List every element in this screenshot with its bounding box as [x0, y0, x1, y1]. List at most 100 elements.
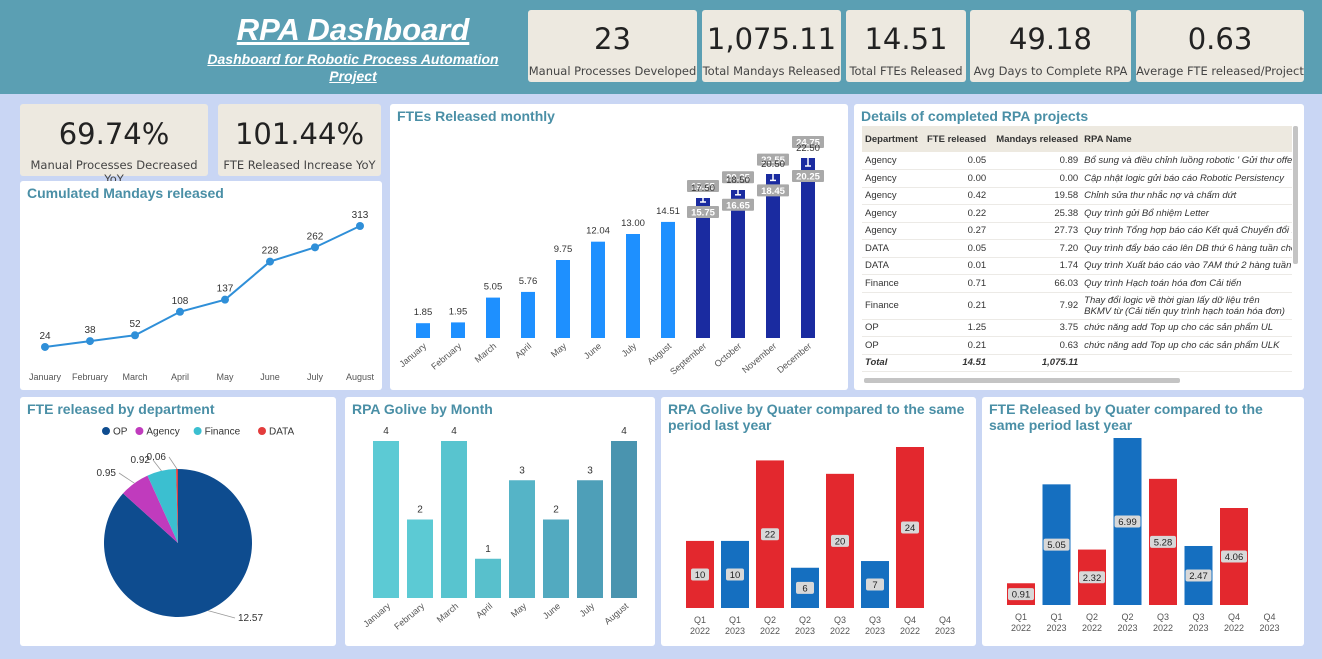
kpi-label: Avg Days to Complete RPA	[973, 64, 1128, 78]
data-label: 4	[383, 426, 389, 437]
table-cell: 0.63	[989, 336, 1082, 355]
table-row[interactable]: Agency 0.05 0.89 Bổ sung và điều chỉnh luồn…	[862, 152, 1292, 170]
forecast-bar	[766, 174, 780, 338]
table-cell: 0.05	[924, 239, 990, 258]
bar	[451, 322, 465, 338]
kpi-value: 23	[594, 22, 631, 56]
table-row[interactable]: Agency 0.22 25.38 Quy trình gửi Bổ nhiệm Le…	[862, 204, 1292, 223]
table-cell: 7.20	[989, 239, 1082, 258]
x-tick-label: January	[361, 601, 392, 630]
data-label: 13.00	[621, 218, 645, 229]
label-box	[1150, 535, 1176, 548]
x-tick-label: 2023	[725, 626, 745, 636]
total-cell: 1,075.11	[989, 353, 1082, 372]
x-tick-label: August	[346, 372, 375, 382]
label-box	[687, 180, 719, 192]
table-cell: DATA	[862, 257, 924, 275]
high-label: 24.75	[796, 138, 820, 149]
data-label: 6	[802, 583, 807, 594]
x-tick-label: July	[620, 341, 639, 359]
label-box	[792, 170, 824, 182]
table-cell: OP	[862, 319, 924, 337]
table-cell: DATA	[862, 239, 924, 258]
data-label: 262	[307, 231, 324, 242]
table-row[interactable]: OP 1.25 3.75 chức năng add Top up cho các s…	[862, 319, 1292, 337]
x-tick-label: February	[392, 601, 426, 632]
low-label: 18.45	[761, 186, 785, 197]
table-cell: chức năng add Top up cho các sản phẩm UL	[1081, 319, 1292, 337]
bar	[475, 558, 501, 598]
low-label: 16.65	[726, 200, 750, 211]
x-tick-label: 2023	[1259, 623, 1279, 633]
bar	[509, 480, 535, 598]
data-label: 24	[905, 523, 916, 534]
data-label: 17.50	[691, 183, 715, 194]
table-cell: OP	[862, 336, 924, 355]
panel-title: Cumulated Mandays released	[27, 185, 224, 201]
data-label: 5.76	[519, 276, 538, 287]
kpi-total-ftes: 14.51 Total FTEs Released	[846, 10, 966, 82]
table-cell: Quy trình Xuất báo cáo vào 7AM thứ 2 hàn…	[1081, 257, 1292, 275]
kpi-label: Average FTE released/Project	[1136, 64, 1304, 78]
slice-label: 0.06	[147, 452, 167, 463]
table-row[interactable]: Agency 0.00 0.00 Cập nhật logic gửi báo cáo…	[862, 169, 1292, 188]
data-point	[86, 337, 94, 346]
data-label: 18.50	[726, 175, 750, 186]
table-cell: Finance	[862, 274, 924, 293]
x-tick-label: July	[307, 372, 324, 382]
data-label: 6.99	[1118, 517, 1137, 528]
table-cell: Quy trình Tổng hợp báo cáo Kết quả Chuyể…	[1081, 222, 1292, 240]
table-body: Agency 0.05 0.89 Bổ sung và điều chỉnh luồn…	[862, 152, 1292, 372]
dashboard-subtitle: Dashboard for Robotic Process Automation…	[207, 51, 499, 84]
table-cell: 0.42	[924, 187, 990, 205]
x-tick-label: October	[712, 341, 743, 369]
table-row[interactable]: DATA 0.05 7.20 Quy trình đẩy báo cáo lên DB…	[862, 239, 1292, 258]
data-label: 5.28	[1154, 537, 1173, 548]
x-tick-label: 2023	[1117, 623, 1137, 633]
table-row[interactable]: DATA 0.01 1.74 Quy trình Xuất báo cáo vào 7…	[862, 257, 1292, 275]
x-tick-label: Q4	[1263, 612, 1275, 622]
data-label: 2	[417, 505, 423, 516]
vertical-scrollbar[interactable]	[1293, 126, 1298, 264]
data-point	[311, 243, 319, 252]
x-tick-label: August	[602, 601, 630, 627]
legend-marker	[258, 427, 266, 435]
x-tick-label: July	[578, 601, 597, 619]
horizontal-scrollbar[interactable]	[864, 378, 1180, 383]
table-cell: 1.74	[989, 257, 1082, 275]
x-tick-label: 2022	[690, 626, 710, 636]
table-row[interactable]: OP 0.21 0.63 chức năng add Top up cho các s…	[862, 336, 1292, 355]
fte-monthly-chart: January February March April May June July Augu…	[397, 136, 824, 377]
data-label: 1	[485, 544, 491, 555]
bar	[543, 519, 569, 598]
kpi-value: 1,075.11	[706, 22, 837, 56]
data-label: 1.85	[414, 307, 433, 318]
table-cell: 19.58	[989, 187, 1082, 205]
fte-quarter-panel: FTE Released by Quater compared to the s…	[982, 397, 1304, 646]
column-header[interactable]: RPA Name	[1081, 126, 1292, 152]
column-header[interactable]: FTE released	[924, 126, 990, 152]
x-tick-label: Q2	[764, 615, 776, 625]
column-header[interactable]: Mandays released	[989, 126, 1082, 152]
column-header[interactable]: Department	[862, 126, 924, 152]
label-box	[1221, 550, 1247, 563]
x-tick-label: May	[509, 601, 529, 620]
data-point	[131, 331, 139, 340]
label-box	[866, 578, 884, 591]
x-tick-label: June	[541, 601, 562, 621]
label-box	[831, 534, 849, 547]
label-box	[757, 153, 789, 166]
bar	[407, 519, 433, 598]
data-label: 2.47	[1189, 571, 1208, 582]
table-cell: 66.03	[989, 274, 1082, 293]
table-row[interactable]: Finance 0.21 7.92 Thay đổi logic về thời gi…	[862, 292, 1292, 320]
fte-quarter-chart: 0.91Q120225.05Q120232.32Q220226.99Q22023…	[1007, 438, 1280, 633]
table-cell: 3.75	[989, 319, 1082, 337]
x-tick-label: Q1	[1050, 612, 1062, 622]
table-row[interactable]: Agency 0.27 27.73 Quy trình Tổng hợp báo cá…	[862, 222, 1292, 240]
table-row[interactable]: Finance 0.71 66.03 Quy trình Hạch toán hóa …	[862, 274, 1292, 293]
x-tick-label: May	[216, 372, 234, 382]
table-row[interactable]: Agency 0.42 19.58 Chỉnh sửa thư nhắc nợ và …	[862, 187, 1292, 205]
data-point	[356, 222, 364, 230]
x-tick-label: May	[549, 341, 569, 360]
